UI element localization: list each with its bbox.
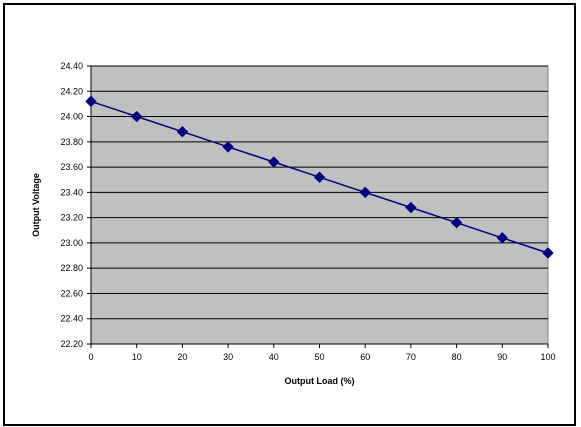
data-point	[542, 247, 554, 259]
y-tick-label: 23.60	[60, 162, 83, 172]
y-axis-title: Output Voltage	[31, 173, 41, 237]
x-axis-ticks: 0 10 20 30 40 50 60 70 80 90 100	[88, 344, 556, 362]
x-tick-label: 90	[497, 352, 507, 362]
y-tick-label: 23.80	[60, 137, 83, 147]
y-tick-label: 22.20	[60, 339, 83, 349]
y-axis-ticks: 22.20 22.40 22.60 22.80 23.00 23.20 23.40 23.60…	[60, 61, 91, 349]
data-point	[268, 156, 280, 168]
data-point	[405, 201, 417, 214]
x-tick-label: 80	[452, 352, 462, 362]
x-tick-label: 0	[88, 352, 93, 362]
y-tick-label: 24.40	[60, 61, 83, 71]
x-tick-label: 70	[406, 352, 416, 362]
y-tick-label: 22.40	[60, 314, 83, 324]
y-tick-label: 22.80	[60, 263, 83, 273]
data-point	[85, 95, 97, 108]
x-tick-label: 20	[177, 352, 187, 362]
plot-area	[90, 65, 549, 345]
x-tick-label: 30	[223, 352, 233, 362]
y-tick-label: 24.20	[60, 86, 83, 96]
x-tick-label: 60	[360, 352, 370, 362]
data-point	[496, 232, 509, 244]
y-tick-label: 24.00	[60, 112, 83, 122]
x-axis-title: Output Load (%)	[285, 376, 355, 386]
gridlines	[91, 65, 548, 320]
data-point	[313, 171, 326, 183]
y-tick-label: 23.20	[60, 213, 83, 223]
y-tick-label: 23.00	[60, 238, 83, 248]
series-markers	[85, 95, 554, 259]
x-tick-label: 10	[132, 352, 142, 362]
data-point	[176, 126, 189, 138]
y-tick-label: 23.40	[60, 187, 83, 197]
y-tick-label: 22.60	[60, 288, 83, 298]
data-point	[130, 110, 143, 123]
x-tick-label: 40	[269, 352, 279, 362]
x-tick-label: 100	[540, 352, 555, 362]
data-point	[450, 216, 463, 229]
data-point	[359, 186, 371, 199]
data-point	[222, 141, 234, 153]
x-tick-label: 50	[314, 352, 324, 362]
